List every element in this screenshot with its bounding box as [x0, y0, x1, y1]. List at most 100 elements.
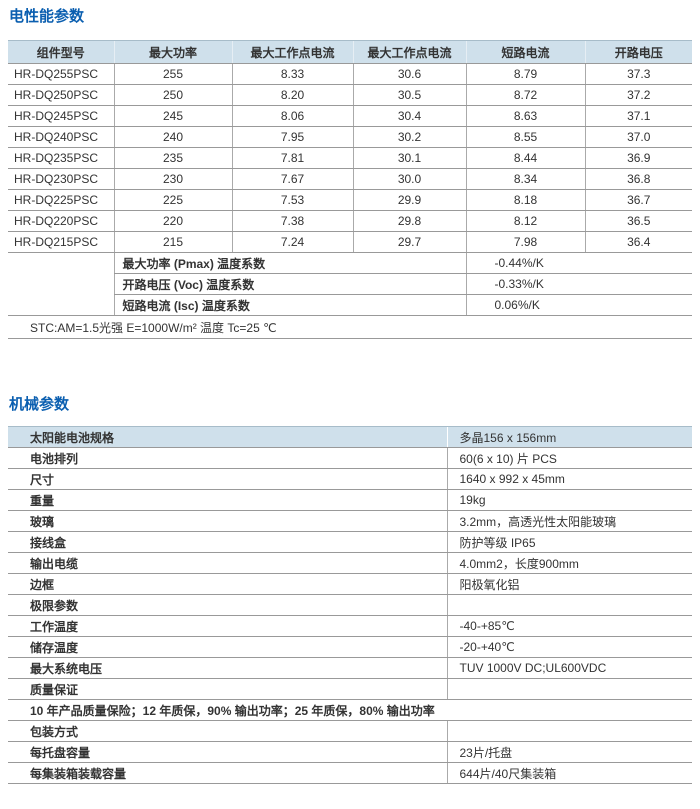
value-cell: 7.53	[231, 189, 353, 211]
value-cell: 240	[113, 126, 232, 148]
table-row: 极限参数	[8, 594, 692, 616]
spec-label: 玻璃	[8, 510, 447, 532]
spec-label: 质量保证	[8, 678, 447, 700]
value-cell: 30.4	[352, 105, 466, 127]
column-header-open-circuit-voltage: 开路电压	[584, 40, 692, 64]
value-cell: 37.1	[584, 105, 692, 127]
warranty-note: 10 年产品质量保险；12 年质保，90% 输出功率；25 年质保，80% 输出…	[8, 699, 692, 721]
value-cell: 36.8	[584, 168, 692, 190]
value-cell: 8.34	[465, 168, 585, 190]
value-cell: 29.9	[352, 189, 466, 211]
model-cell: HR-DQ225PSC	[8, 189, 114, 211]
spec-value: 4.0mm2，长度900mm	[446, 552, 692, 574]
spacer-cell	[8, 252, 114, 316]
spec-value: 1640 x 992 x 45mm	[446, 468, 692, 490]
spec-value: 23片/托盘	[446, 741, 692, 763]
model-cell: HR-DQ220PSC	[8, 210, 114, 232]
column-header-model: 组件型号	[8, 40, 114, 64]
model-cell: HR-DQ215PSC	[8, 231, 114, 253]
value-cell: 8.63	[465, 105, 585, 127]
electrical-table-body: HR-DQ255PSC 255 8.33 30.6 8.79 37.3 HR-DQ250PS…	[8, 63, 692, 339]
spec-value	[446, 678, 692, 700]
value-cell: 37.0	[584, 126, 692, 148]
value-cell: 7.98	[465, 231, 585, 253]
spec-value: -40-+85℃	[446, 615, 692, 637]
spec-value: 60(6 x 10) 片 PCS	[446, 447, 692, 469]
table-row: HR-DQ250PSC 250 8.20 30.5 8.72 37.2	[8, 84, 692, 106]
table-row: 玻璃 3.2mm，高透光性太阳能玻璃	[8, 510, 692, 532]
coefficient-value: -0.44%/K	[465, 252, 692, 274]
value-cell: 7.67	[231, 168, 353, 190]
table-row: HR-DQ230PSC 230 7.67 30.0 8.34 36.8	[8, 168, 692, 190]
table-row: HR-DQ255PSC 255 8.33 30.6 8.79 37.3	[8, 63, 692, 85]
value-cell: 7.38	[231, 210, 353, 232]
spec-label: 包装方式	[8, 720, 447, 742]
electrical-parameters-table: 组件型号 最大功率 最大工作点电流 最大工作点电流 短路电流 开路电压 HR-D…	[8, 40, 692, 339]
value-cell: 8.44	[465, 147, 585, 169]
table-row: 质量保证	[8, 678, 692, 700]
value-cell: 235	[113, 147, 232, 169]
electrical-section-title: 电性能参数	[9, 8, 85, 25]
mechanical-parameters-table: 太阳能电池规格 多晶156 x 156mm 电池排列 60(6 x 10) 片 PCS…	[8, 426, 692, 784]
column-header-mpp-2: 最大工作点电流	[352, 40, 466, 64]
table-row: 工作温度 -40-+85℃	[8, 615, 692, 637]
table-row: 每托盘容量 23片/托盘	[8, 741, 692, 763]
value-cell: 37.2	[584, 84, 692, 106]
coefficient-value: 0.06%/K	[465, 294, 692, 316]
stc-note-row: STC:AM=1.5光强 E=1000W/m² 温度 Tc=25 ℃	[8, 315, 692, 339]
model-cell: HR-DQ245PSC	[8, 105, 114, 127]
table-row: 每集装箱装载容量 644片/40尺集装箱	[8, 762, 692, 784]
mechanical-section-title: 机械参数	[9, 396, 70, 413]
value-cell: 8.33	[231, 63, 353, 85]
spec-label: 尺寸	[8, 468, 447, 490]
value-cell: 30.6	[352, 63, 466, 85]
spec-value: 19kg	[446, 489, 692, 511]
coefficient-label: 短路电流 (Isc) 温度系数	[113, 294, 466, 316]
spec-value	[446, 720, 692, 742]
spec-label: 输出电缆	[8, 552, 447, 574]
value-cell: 36.7	[584, 189, 692, 211]
table-row: HR-DQ225PSC 225 7.53 29.9 8.18 36.7	[8, 189, 692, 211]
table-row: 尺寸 1640 x 992 x 45mm	[8, 468, 692, 490]
table-row: 重量 19kg	[8, 489, 692, 511]
spec-label: 电池排列	[8, 447, 447, 469]
value-cell: 230	[113, 168, 232, 190]
table-row: HR-DQ235PSC 235 7.81 30.1 8.44 36.9	[8, 147, 692, 169]
value-cell: 8.06	[231, 105, 353, 127]
value-cell: 30.1	[352, 147, 466, 169]
spec-value: 644片/40尺集装箱	[446, 762, 692, 784]
value-cell: 30.5	[352, 84, 466, 106]
spec-label: 极限参数	[8, 594, 447, 616]
model-cell: HR-DQ230PSC	[8, 168, 114, 190]
value-cell: 30.2	[352, 126, 466, 148]
value-cell: 250	[113, 84, 232, 106]
spec-value: TUV 1000V DC;UL600VDC	[446, 657, 692, 679]
mechanical-table-body: 太阳能电池规格 多晶156 x 156mm 电池排列 60(6 x 10) 片 PCS…	[8, 426, 692, 784]
value-cell: 8.20	[231, 84, 353, 106]
coefficient-row: 短路电流 (Isc) 温度系数 0.06%/K	[8, 294, 692, 316]
table-row: HR-DQ245PSC 245 8.06 30.4 8.63 37.1	[8, 105, 692, 127]
spec-value	[446, 594, 692, 616]
spec-label: 太阳能电池规格	[8, 426, 447, 448]
value-cell: 245	[113, 105, 232, 127]
value-cell: 8.12	[465, 210, 585, 232]
stc-note: STC:AM=1.5光强 E=1000W/m² 温度 Tc=25 ℃	[8, 315, 692, 339]
table-row: HR-DQ215PSC 215 7.24 29.7 7.98 36.4	[8, 231, 692, 253]
coefficient-row: 最大功率 (Pmax) 温度系数 -0.44%/K	[8, 252, 692, 316]
table-row: 接线盒 防护等级 IP65	[8, 531, 692, 553]
model-cell: HR-DQ240PSC	[8, 126, 114, 148]
coefficient-value: -0.33%/K	[465, 273, 692, 295]
value-cell: 36.9	[584, 147, 692, 169]
table-row: 输出电缆 4.0mm2，长度900mm	[8, 552, 692, 574]
spec-label: 每托盘容量	[8, 741, 447, 763]
value-cell: 225	[113, 189, 232, 211]
value-cell: 255	[113, 63, 232, 85]
value-cell: 215	[113, 231, 232, 253]
value-cell: 36.5	[584, 210, 692, 232]
value-cell: 7.95	[231, 126, 353, 148]
spec-label: 接线盒	[8, 531, 447, 553]
table-row: 电池排列 60(6 x 10) 片 PCS	[8, 447, 692, 469]
spec-label: 边框	[8, 573, 447, 595]
table-row: HR-DQ220PSC 220 7.38 29.8 8.12 36.5	[8, 210, 692, 232]
table-row: 储存温度 -20-+40℃	[8, 636, 692, 658]
